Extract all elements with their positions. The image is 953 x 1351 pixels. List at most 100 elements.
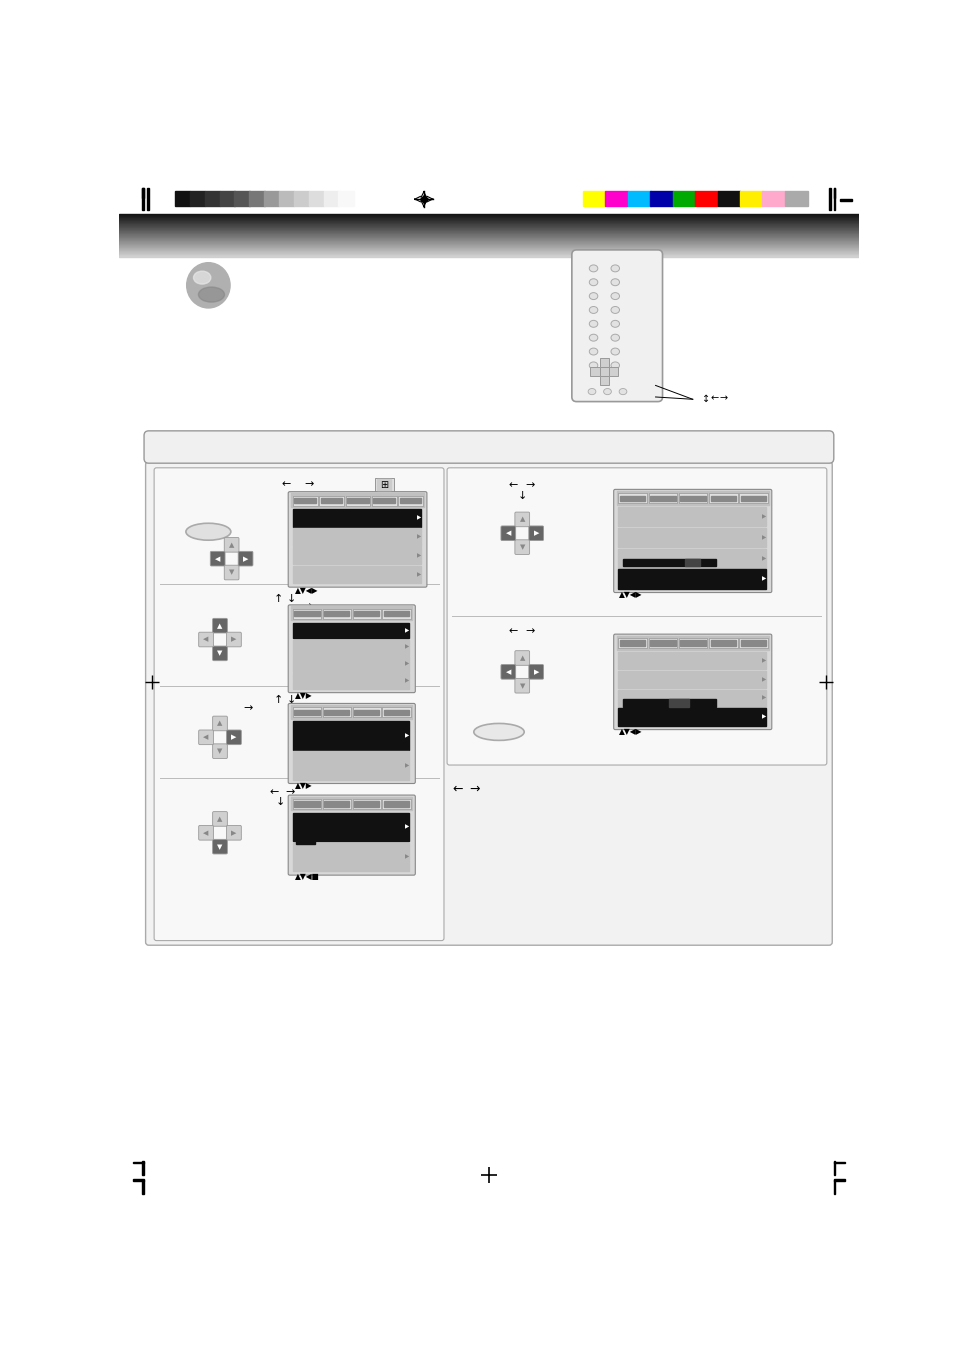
FancyBboxPatch shape <box>213 646 227 661</box>
Bar <box>648 493 677 503</box>
FancyBboxPatch shape <box>213 812 227 827</box>
Text: ▶: ▶ <box>405 855 409 859</box>
Text: ↓: ↓ <box>286 593 295 604</box>
Bar <box>761 190 784 205</box>
FancyBboxPatch shape <box>213 839 227 854</box>
Bar <box>293 751 409 780</box>
Ellipse shape <box>589 349 598 355</box>
Bar <box>618 549 765 567</box>
Text: ▼: ▼ <box>519 544 524 550</box>
Text: →: → <box>525 480 534 490</box>
Text: ◀: ◀ <box>214 555 220 562</box>
Bar <box>353 798 380 809</box>
Text: ◀: ◀ <box>203 830 209 836</box>
Ellipse shape <box>589 307 598 313</box>
Bar <box>291 797 412 811</box>
Bar <box>590 367 599 376</box>
Bar <box>617 490 768 505</box>
Ellipse shape <box>589 320 598 327</box>
Bar <box>338 190 354 205</box>
Bar <box>618 570 765 589</box>
Ellipse shape <box>610 265 618 272</box>
Bar <box>618 507 765 527</box>
Ellipse shape <box>610 320 618 327</box>
Text: ◀: ◀ <box>203 735 209 740</box>
Bar <box>618 638 646 648</box>
Text: ▶: ▶ <box>416 516 421 520</box>
FancyBboxPatch shape <box>224 538 239 553</box>
Bar <box>133 1162 144 1163</box>
Bar <box>679 493 707 503</box>
Bar <box>599 367 608 376</box>
Bar <box>373 497 395 503</box>
Bar <box>618 651 765 669</box>
Bar <box>294 497 315 503</box>
Text: ▶: ▶ <box>761 715 765 720</box>
Bar <box>784 190 807 205</box>
Bar <box>219 190 234 205</box>
Bar <box>309 190 324 205</box>
FancyBboxPatch shape <box>613 634 771 730</box>
Text: ▼: ▼ <box>217 748 222 754</box>
Bar <box>833 1162 843 1163</box>
Bar <box>319 496 344 505</box>
Ellipse shape <box>193 272 211 284</box>
Bar <box>617 636 768 650</box>
Bar <box>383 801 409 807</box>
Bar <box>324 709 349 715</box>
Text: ▶: ▶ <box>405 824 409 830</box>
Bar <box>672 190 695 205</box>
Bar <box>293 547 420 565</box>
FancyBboxPatch shape <box>154 467 443 940</box>
Text: →: → <box>469 784 479 796</box>
Bar <box>383 611 409 616</box>
Bar <box>710 496 736 501</box>
Ellipse shape <box>589 278 598 285</box>
Bar <box>382 708 410 717</box>
Bar <box>353 708 380 717</box>
Bar <box>622 698 716 707</box>
Bar <box>323 190 338 205</box>
Text: ▶: ▶ <box>416 535 421 539</box>
Bar <box>619 496 645 501</box>
Ellipse shape <box>186 523 231 540</box>
Bar <box>174 190 190 205</box>
Bar <box>147 188 149 209</box>
Bar <box>840 199 852 200</box>
Text: ←: ← <box>508 626 517 636</box>
Text: ▶: ▶ <box>405 732 409 738</box>
Bar <box>291 705 412 719</box>
Text: ▲▼◀▶: ▲▼◀▶ <box>618 727 642 736</box>
Bar <box>142 1179 144 1194</box>
Text: ↑: ↑ <box>274 696 282 705</box>
Bar <box>382 609 410 619</box>
Ellipse shape <box>589 362 598 369</box>
Text: ▶: ▶ <box>231 830 236 836</box>
Bar <box>354 709 379 715</box>
Bar <box>377 480 391 490</box>
Text: →: → <box>243 703 253 713</box>
Text: ▶: ▶ <box>243 555 248 562</box>
FancyBboxPatch shape <box>144 431 833 463</box>
Text: ←: ← <box>281 480 291 489</box>
Bar <box>599 376 608 385</box>
Text: ▼: ▼ <box>217 650 222 657</box>
Bar <box>399 497 421 503</box>
Bar <box>354 801 379 807</box>
Bar <box>293 609 321 619</box>
Bar <box>599 358 608 367</box>
Text: ▶: ▶ <box>533 669 538 676</box>
Text: ▶: ▶ <box>761 577 765 581</box>
Text: ▲▼▶: ▲▼▶ <box>294 781 313 789</box>
Text: ▶: ▶ <box>405 678 409 684</box>
Bar <box>833 188 835 209</box>
Bar <box>293 639 409 655</box>
Text: ▶: ▶ <box>761 677 765 682</box>
Bar <box>347 497 369 503</box>
Ellipse shape <box>589 265 598 272</box>
Bar <box>739 638 767 648</box>
Bar <box>695 190 718 205</box>
Bar <box>133 1179 144 1181</box>
Bar <box>604 190 627 205</box>
Bar <box>833 1161 835 1174</box>
